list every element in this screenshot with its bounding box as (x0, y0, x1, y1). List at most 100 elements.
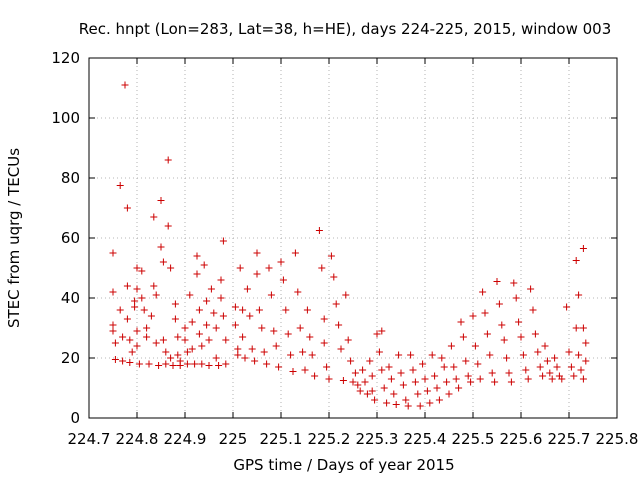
data-point (337, 345, 345, 353)
data-point (447, 342, 455, 350)
data-point (464, 372, 472, 380)
data-point (255, 306, 263, 314)
data-points (109, 81, 590, 410)
data-point (349, 378, 357, 386)
data-point (234, 345, 242, 353)
data-point (371, 396, 379, 404)
data-point (486, 351, 494, 359)
data-point (488, 369, 496, 377)
data-point (123, 204, 131, 212)
data-point (119, 333, 127, 341)
data-point (143, 333, 151, 341)
data-point (164, 222, 172, 230)
data-point (356, 387, 364, 395)
data-point (452, 375, 460, 383)
data-point (531, 330, 539, 338)
data-point (507, 378, 515, 386)
data-point (440, 363, 448, 371)
data-point (131, 297, 139, 305)
data-point (457, 318, 465, 326)
y-axis: 0 20 40 60 80 100 120 (51, 49, 617, 427)
data-point (411, 378, 419, 386)
data-point (438, 354, 446, 362)
data-point (236, 264, 244, 272)
data-point (205, 336, 213, 344)
x-tick-label: 225.4 (404, 430, 447, 448)
data-point (234, 351, 242, 359)
data-point (109, 327, 117, 335)
data-point (152, 339, 160, 347)
data-point (546, 369, 554, 377)
data-point (306, 333, 314, 341)
data-point (123, 315, 131, 323)
x-axis-label: GPS time / Days of year 2015 (233, 456, 454, 474)
data-point (195, 306, 203, 314)
data-point (210, 309, 218, 317)
data-point (579, 375, 587, 383)
chart-title: Rec. hnpt (Lon=283, Lat=38, h=HE), days … (79, 20, 612, 38)
data-point (265, 264, 273, 272)
data-point (553, 363, 561, 371)
data-point (503, 354, 511, 362)
data-point (231, 303, 239, 311)
y-tick-label: 40 (61, 289, 80, 307)
data-point (519, 351, 527, 359)
data-point (133, 327, 141, 335)
data-point (243, 285, 251, 293)
data-point (320, 339, 328, 347)
data-point (147, 312, 155, 320)
data-point (299, 348, 307, 356)
data-point (277, 258, 285, 266)
x-tick-label: 225.3 (356, 430, 399, 448)
data-point (467, 378, 475, 386)
data-point (176, 362, 184, 369)
data-point (126, 336, 134, 344)
data-point (133, 264, 141, 272)
data-point (205, 362, 213, 369)
data-point (219, 312, 227, 320)
data-point (116, 182, 124, 189)
data-point (378, 366, 386, 374)
data-point (212, 354, 220, 362)
data-point (399, 381, 407, 389)
data-point (200, 261, 208, 269)
data-point (203, 297, 211, 305)
data-point (167, 264, 175, 272)
data-point (339, 377, 347, 384)
data-point (522, 366, 530, 374)
data-point (183, 348, 191, 356)
data-point (351, 369, 359, 377)
data-point (253, 249, 261, 257)
data-point (159, 336, 167, 344)
data-point (191, 360, 199, 368)
data-point (131, 303, 139, 311)
data-point (402, 396, 410, 404)
data-point (174, 333, 182, 341)
data-point (246, 312, 254, 320)
data-point (198, 342, 206, 350)
data-point (294, 288, 302, 296)
data-point (404, 402, 412, 410)
x-tick-label: 225.2 (308, 430, 351, 448)
data-point (397, 369, 405, 377)
x-tick-label: 224.9 (164, 430, 207, 448)
data-point (368, 372, 376, 380)
data-point (181, 336, 189, 344)
data-point (193, 252, 201, 260)
x-tick-label: 225.1 (260, 430, 303, 448)
data-point (527, 285, 535, 293)
data-point (109, 288, 117, 296)
data-point (212, 324, 220, 332)
data-point (387, 375, 395, 383)
data-point (455, 384, 463, 392)
data-point (152, 291, 160, 299)
data-point (145, 360, 153, 368)
data-point (483, 330, 491, 338)
data-point (512, 294, 520, 302)
data-point (315, 227, 323, 234)
data-point (539, 372, 547, 380)
data-point (164, 156, 172, 164)
data-point (128, 348, 136, 356)
data-point (157, 243, 165, 251)
data-point (541, 342, 549, 350)
